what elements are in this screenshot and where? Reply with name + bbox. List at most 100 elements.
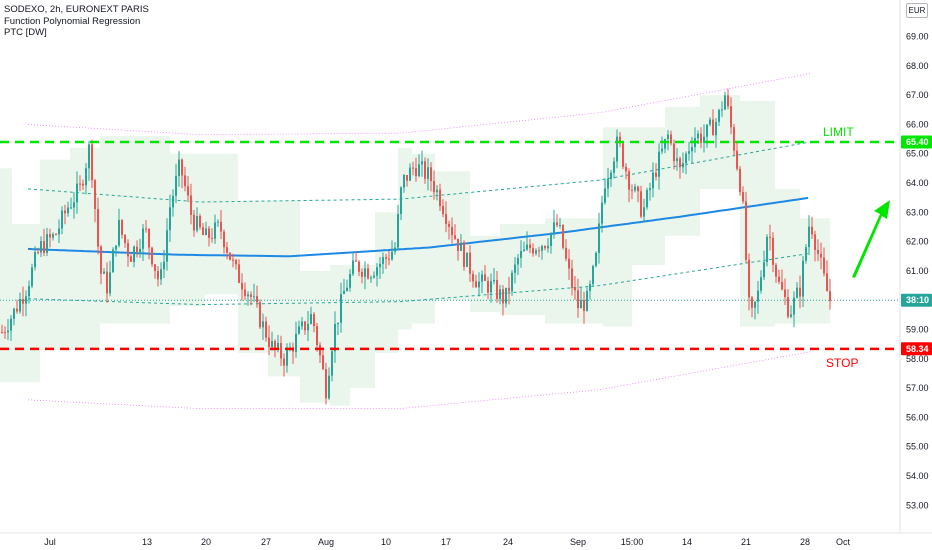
candle-body	[595, 253, 597, 266]
candle-body	[88, 144, 90, 169]
candle-body	[526, 244, 528, 250]
candle-body	[40, 241, 42, 253]
candle-body	[775, 264, 777, 277]
candle-body	[568, 258, 570, 269]
candle-body	[37, 252, 39, 254]
candle-body	[403, 175, 405, 188]
candle-body	[94, 180, 96, 210]
time-tick-label: Oct	[836, 537, 851, 547]
candle-body	[493, 279, 495, 282]
candle-body	[826, 273, 828, 292]
candle-body	[436, 189, 438, 193]
candle-body	[271, 341, 273, 347]
candle-body	[724, 95, 726, 110]
candle-body	[550, 233, 552, 246]
candle-body	[817, 250, 819, 254]
stop-label: STOP	[826, 356, 858, 370]
candle-body	[103, 271, 105, 274]
candle-body	[736, 150, 738, 169]
candle-body	[316, 326, 318, 345]
stop-price-tag-text: 58.34	[906, 344, 929, 354]
candle-body	[184, 175, 186, 187]
candle-body	[265, 321, 267, 338]
candle-body	[286, 350, 288, 366]
candle-body	[598, 223, 600, 253]
candle-body	[439, 189, 441, 206]
candle-body	[160, 269, 162, 280]
candle-body	[754, 301, 756, 308]
candle-body	[382, 257, 384, 264]
candle-body	[517, 257, 519, 265]
candle-body	[226, 247, 228, 253]
candle-body	[529, 244, 531, 249]
candle-body	[409, 167, 411, 181]
candle-body	[421, 161, 423, 165]
candle-body	[76, 183, 78, 203]
price-tick-label: 68.00	[906, 61, 929, 71]
candle-body	[139, 248, 141, 252]
indicator-ptc[interactable]: PTC [DW]	[4, 27, 47, 38]
candle-body	[628, 171, 630, 190]
candle-body	[466, 252, 468, 267]
candle-body	[499, 289, 501, 299]
candle-body	[556, 222, 558, 226]
candle-body	[373, 275, 375, 278]
candle-body	[415, 168, 417, 177]
candle-body	[343, 290, 345, 294]
candle-body	[784, 289, 786, 297]
candle-body	[820, 253, 822, 258]
candle-body	[199, 216, 201, 228]
price-tick-label: 69.00	[906, 32, 929, 42]
candle-body	[679, 158, 681, 168]
candle-body	[106, 271, 108, 294]
candle-body	[484, 274, 486, 281]
price-tick-label: 61.00	[906, 266, 929, 276]
candle-body	[823, 257, 825, 274]
candle-body	[376, 267, 378, 276]
candle-body	[475, 281, 477, 288]
candle-body	[313, 314, 315, 327]
candle-body	[25, 296, 27, 304]
candle-body	[655, 172, 657, 177]
candle-body	[364, 268, 366, 277]
candle-body	[295, 333, 297, 352]
candle-body	[502, 289, 504, 304]
stop-price-tag: 58.34	[901, 342, 932, 356]
time-axis[interactable]: Jul 13 20 27 Aug 10 17 24 Sep 15:00 14 21 28 Oct	[44, 537, 850, 547]
limit-price-tag-text: 65.40	[906, 137, 929, 147]
candle-body	[322, 355, 324, 370]
candle-body	[418, 164, 420, 177]
indicator-polynomial-regression[interactable]: Function Polynomial Regression	[4, 15, 141, 27]
symbol-title[interactable]: SODEXO, 2h, EURONEXT PARIS	[4, 4, 149, 15]
candle-body	[34, 252, 36, 268]
candle-body	[55, 234, 57, 236]
currency-label[interactable]: EUR	[906, 3, 928, 18]
candle-body	[463, 242, 465, 267]
candle-body	[778, 276, 780, 282]
candle-body	[157, 271, 159, 280]
candle-body	[256, 296, 258, 303]
candle-body	[370, 277, 372, 279]
time-tick-label: Sep	[570, 537, 586, 547]
candle-body	[127, 243, 129, 257]
candle-body	[166, 230, 168, 262]
candle-body	[625, 166, 627, 172]
price-axis[interactable]: 53.0054.0055.0056.0057.0058.0059.0060.00…	[906, 32, 929, 511]
candle-body	[124, 234, 126, 244]
candle-body	[574, 287, 576, 291]
candle-body	[169, 207, 171, 231]
candle-body	[646, 190, 648, 208]
candle-body	[238, 264, 240, 283]
candle-body	[277, 343, 279, 348]
time-tick-label: 15:00	[621, 537, 644, 547]
limit-label: LIMIT	[823, 125, 854, 139]
price-tick-label: 66.00	[906, 119, 929, 129]
candle-body	[262, 321, 264, 328]
candle-body	[580, 300, 582, 309]
candle-body	[808, 226, 810, 248]
candle-body	[331, 351, 333, 376]
price-tick-label: 64.00	[906, 178, 929, 188]
candle-body	[616, 136, 618, 162]
candle-body	[523, 249, 525, 252]
